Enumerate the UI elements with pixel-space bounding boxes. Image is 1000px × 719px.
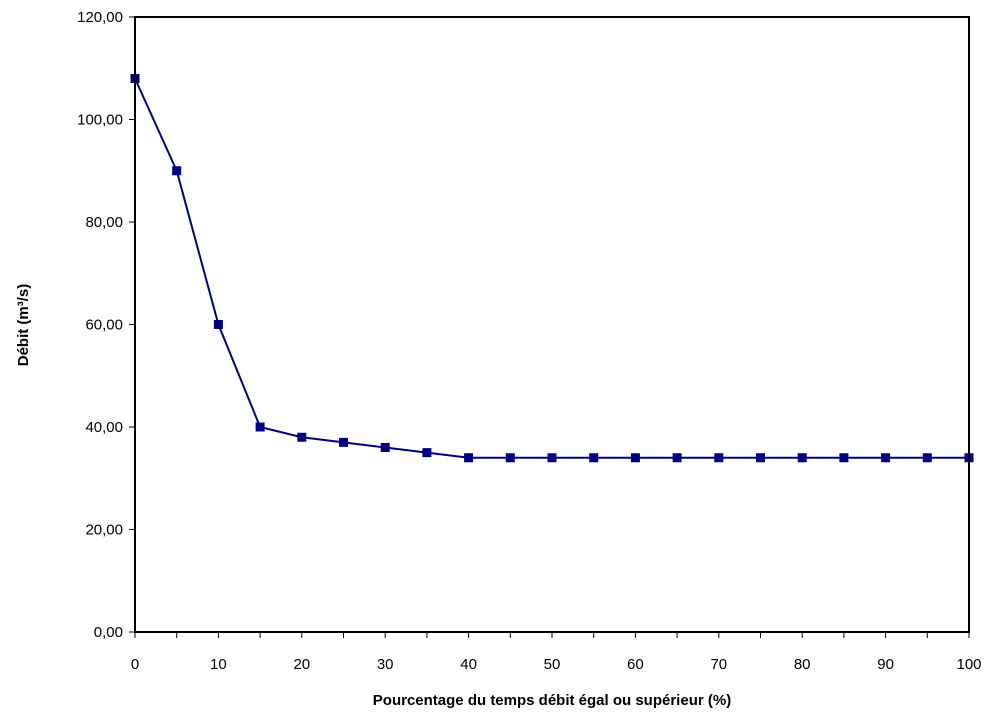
data-point	[672, 453, 682, 463]
x-tick-label: 20	[293, 656, 310, 673]
x-tick-label: 50	[544, 656, 561, 673]
data-point	[547, 453, 557, 463]
x-tick-label: 70	[710, 656, 727, 673]
data-point	[630, 453, 640, 463]
data-point	[839, 453, 849, 463]
x-tick-label: 90	[877, 656, 894, 673]
data-point	[339, 437, 348, 447]
plot-area-frame	[134, 16, 970, 633]
data-point	[756, 453, 765, 463]
data-point	[589, 453, 599, 463]
y-tick-label: 100,00	[77, 112, 123, 129]
tick-layer: 0,00 20,00 40,00 60,00 80,00 100,00 120,00 0 10 2…	[77, 9, 981, 673]
x-tick-label: 100	[956, 656, 981, 673]
x-tick-label: 10	[210, 656, 227, 673]
x-tick-label: 80	[794, 656, 811, 673]
data-point	[464, 453, 474, 463]
data-point	[505, 453, 515, 463]
x-tick-label: 30	[377, 656, 394, 673]
y-tick-label: 80,00	[85, 214, 123, 231]
data-point	[380, 443, 390, 452]
series-layer	[130, 74, 974, 463]
series-line	[134, 78, 969, 459]
x-tick-label: 0	[131, 656, 139, 673]
data-point	[714, 453, 724, 463]
x-axis-title: Pourcentage du temps débit égal ou supér…	[373, 692, 731, 709]
data-point	[255, 422, 265, 432]
y-tick-label: 40,00	[85, 419, 123, 436]
data-point	[297, 432, 307, 442]
data-point	[422, 448, 432, 458]
y-tick-label: 20,00	[85, 522, 123, 539]
data-point	[213, 320, 223, 329]
data-point	[881, 453, 891, 463]
data-point	[172, 166, 182, 176]
x-tick-label: 60	[627, 656, 644, 673]
y-tick-label: 60,00	[85, 317, 123, 334]
y-axis-title: Débit (m³/s)	[15, 284, 32, 367]
data-point	[922, 453, 932, 463]
y-tick-label: 0,00	[94, 624, 123, 641]
data-point	[797, 453, 807, 463]
y-tick-label: 120,00	[77, 9, 123, 26]
x-tick-label: 40	[460, 656, 477, 673]
